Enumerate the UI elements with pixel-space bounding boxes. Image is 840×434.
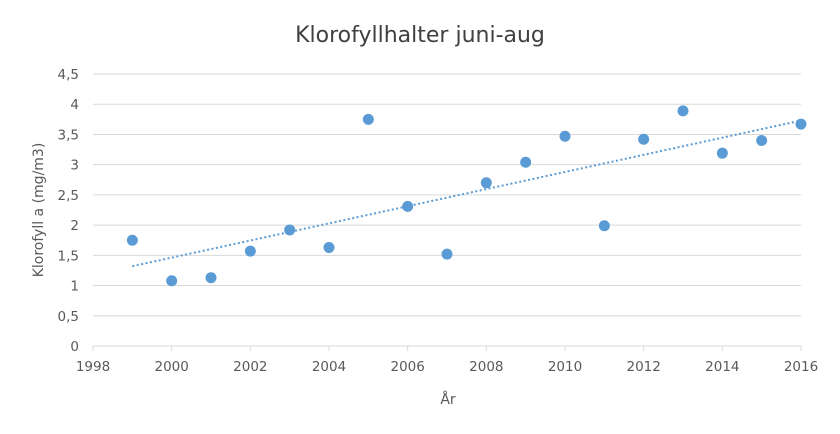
x-tick-label: 2002: [233, 359, 267, 375]
data-point: [362, 113, 374, 125]
data-point: [520, 156, 532, 168]
y-tick-label: 1: [70, 279, 79, 295]
y-axis-label: Klorofyll a (mg/m3): [31, 143, 47, 278]
data-point: [716, 147, 728, 159]
data-point: [402, 200, 414, 212]
data-point: [441, 248, 453, 260]
y-tick-label: 4,5: [58, 67, 79, 83]
data-point: [284, 224, 296, 236]
x-tick-label: 2014: [705, 359, 739, 375]
data-point: [638, 133, 650, 145]
data-point: [323, 241, 335, 253]
x-axis-ticks: 1998 2000 2002 2004 2006 2008 2010 2012 2014 2016: [76, 346, 818, 375]
y-tick-label: 3,5: [58, 127, 79, 143]
data-point: [598, 220, 610, 232]
grid-lines: [93, 73, 801, 317]
chart-title: Klorofyllhalter juni-aug: [295, 23, 545, 48]
y-axis-ticks: 0 0,5 1 1,5 2 2,5 3 3,5 4 4,5: [58, 67, 79, 355]
x-axis-label: År: [440, 391, 456, 408]
x-tick-label: 2006: [390, 359, 424, 375]
data-point: [677, 105, 689, 117]
x-tick-label: 2004: [312, 359, 346, 375]
data-points: [126, 105, 807, 287]
y-tick-label: 1,5: [58, 248, 79, 264]
data-point: [480, 177, 492, 189]
x-tick-label: 2010: [548, 359, 582, 375]
data-point: [205, 272, 217, 284]
y-tick-label: 0,5: [58, 309, 79, 325]
x-tick-label: 1998: [76, 359, 110, 375]
data-point: [756, 134, 768, 146]
y-tick-label: 0: [70, 339, 79, 355]
data-point: [244, 245, 256, 257]
y-tick-label: 4: [70, 97, 79, 113]
x-tick-label: 2008: [469, 359, 503, 375]
trendline: [132, 119, 802, 268]
data-point: [166, 275, 178, 287]
data-point: [126, 234, 138, 246]
y-tick-label: 3: [70, 158, 79, 174]
data-point: [559, 130, 571, 142]
y-tick-label: 2: [70, 218, 79, 234]
x-tick-label: 2000: [154, 359, 188, 375]
data-point: [795, 118, 807, 130]
x-tick-label: 2016: [784, 359, 818, 375]
x-tick-label: 2012: [626, 359, 660, 375]
y-tick-label: 2,5: [58, 188, 79, 204]
